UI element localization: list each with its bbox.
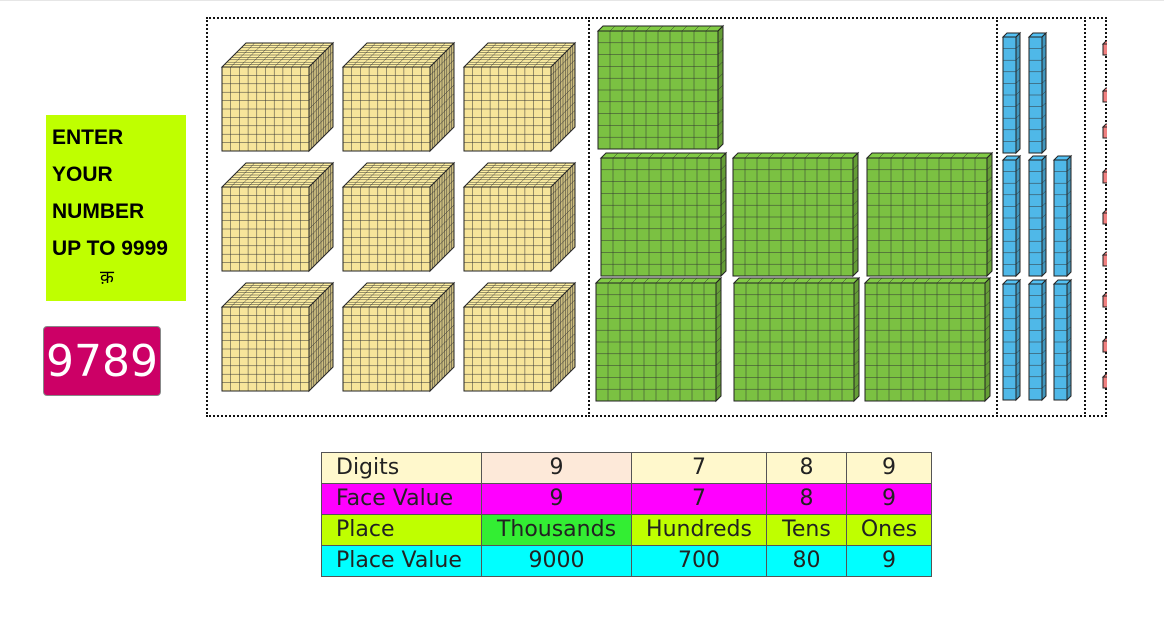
hundred-flat xyxy=(596,24,725,151)
down-arrow-icon: क़ xyxy=(100,267,114,288)
table-cell: Tens xyxy=(766,514,847,546)
one-cube xyxy=(1101,168,1107,184)
thousand-cube xyxy=(220,281,335,393)
table-row: Face Value 9 7 8 9 xyxy=(321,483,932,515)
one-cube xyxy=(1101,337,1107,353)
base-ten-blocks xyxy=(206,17,1107,417)
table-cell: 7 xyxy=(631,483,767,515)
row-label: Digits xyxy=(321,452,482,484)
table-cell: 9 xyxy=(846,545,932,577)
thousand-cube xyxy=(462,41,577,153)
one-cube xyxy=(1101,251,1107,267)
ten-rod xyxy=(1001,31,1022,155)
hundred-flat xyxy=(594,276,723,403)
table-cell: 9 xyxy=(846,483,932,515)
hundred-flat xyxy=(863,276,992,403)
ten-rod xyxy=(1052,154,1073,278)
thousand-cube xyxy=(220,161,335,273)
ten-rod xyxy=(1027,31,1048,155)
ten-rod xyxy=(1001,154,1022,278)
thousand-cube xyxy=(341,281,456,393)
row-label: Place xyxy=(321,514,482,546)
row-label: Place Value xyxy=(321,545,482,577)
ten-rod xyxy=(1052,278,1073,402)
one-cube xyxy=(1101,123,1107,139)
prompt-line-1: ENTER xyxy=(52,126,124,149)
place-value-table-wrap: Digits 9 7 8 9 Face Value 9 7 8 9 Place Thousands Hu… xyxy=(321,452,932,577)
ten-rod xyxy=(1027,278,1048,402)
prompt-box: ENTER YOUR NUMBER UP TO 9999 क़ xyxy=(46,115,186,301)
prompt-line-3: NUMBER xyxy=(52,200,145,223)
table-cell: 8 xyxy=(766,483,847,515)
ten-rod xyxy=(1027,154,1048,278)
table-cell: 80 xyxy=(766,545,847,577)
one-cube xyxy=(1101,87,1107,103)
table-cell: 9 xyxy=(846,452,932,484)
hundred-flat xyxy=(599,151,728,278)
table-cell: Thousands xyxy=(481,514,632,546)
top-border xyxy=(0,0,1164,1)
blocks-drawing xyxy=(220,24,1107,403)
one-cube xyxy=(1101,373,1107,389)
thousand-cube xyxy=(341,161,456,273)
one-cube xyxy=(1101,40,1107,56)
one-cube xyxy=(1101,292,1107,308)
prompt-line-2: YOUR xyxy=(52,163,113,186)
one-cube xyxy=(1101,209,1107,225)
table-row: Place Value 9000 700 80 9 xyxy=(321,545,932,577)
thousand-cube xyxy=(341,41,456,153)
prompt-line-4: UP TO 9999 xyxy=(52,237,168,260)
table-cell: 9 xyxy=(481,483,632,515)
table-cell: 700 xyxy=(631,545,767,577)
number-input[interactable] xyxy=(43,326,161,396)
thousand-cube xyxy=(220,41,335,153)
hundred-flat xyxy=(732,276,861,403)
hundred-flat xyxy=(731,151,860,278)
table-row: Digits 9 7 8 9 xyxy=(321,452,932,484)
table-cell: 9 xyxy=(481,452,632,484)
thousand-cube xyxy=(462,281,577,393)
row-label: Face Value xyxy=(321,483,482,515)
hundred-flat xyxy=(865,151,994,278)
table-cell: 8 xyxy=(766,452,847,484)
table-cell: Hundreds xyxy=(631,514,767,546)
ten-rod xyxy=(1001,278,1022,402)
table-cell: 9000 xyxy=(481,545,632,577)
place-value-table: Digits 9 7 8 9 Face Value 9 7 8 9 Place Thousands Hu… xyxy=(321,452,932,577)
table-cell: Ones xyxy=(846,514,932,546)
table-cell: 7 xyxy=(631,452,767,484)
table-row: Place Thousands Hundreds Tens Ones xyxy=(321,514,932,546)
thousand-cube xyxy=(462,161,577,273)
